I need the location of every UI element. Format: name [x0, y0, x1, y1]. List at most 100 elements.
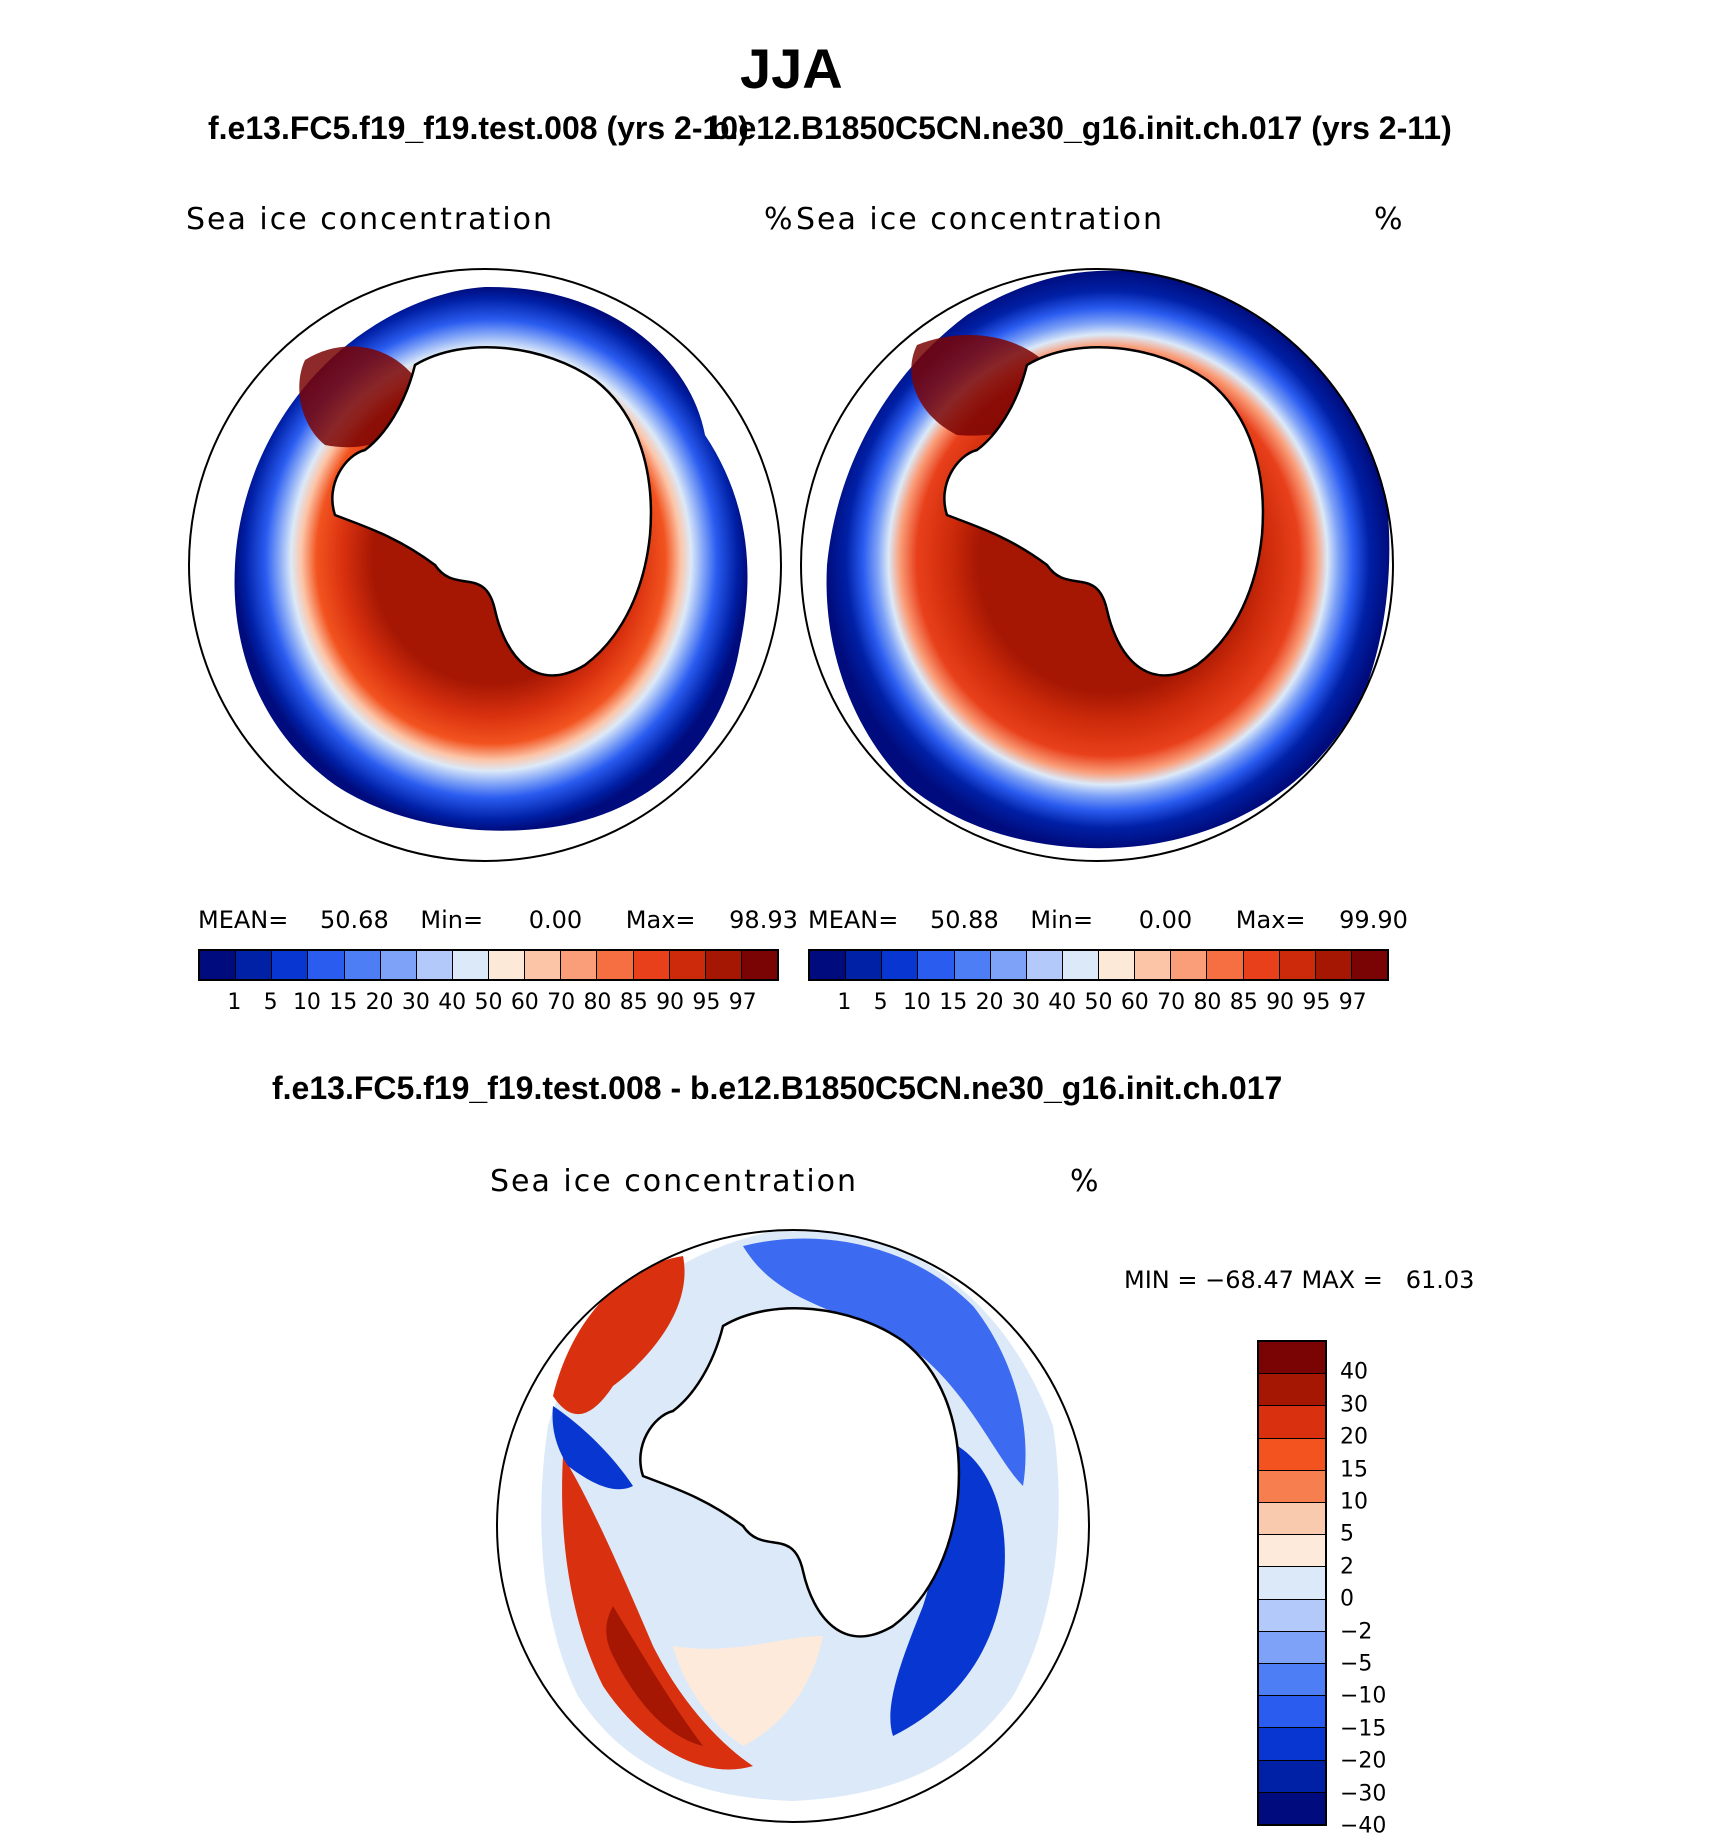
colorbar-swatch [1259, 1470, 1325, 1504]
colorbar-tick-label: 30 [401, 990, 430, 1015]
left-mean-label: MEAN= [198, 906, 289, 934]
colorbar-tick-label: 20 [975, 990, 1004, 1015]
left-max-label: Max= [625, 906, 696, 934]
colorbar-tick-label: 60 [510, 990, 539, 1015]
colorbar-tick-label: 50 [1084, 990, 1113, 1015]
colorbar-tick-label: 10 [1340, 1489, 1368, 1515]
right-subtitle: b.e12.B1850C5CN.ne30_g16.init.ch.017 (yr… [710, 110, 1452, 146]
colorbar-tick-label: −15 [1340, 1716, 1387, 1742]
colorbar-swatch [741, 951, 777, 979]
colorbar-tick-label: 97 [1338, 990, 1367, 1015]
colorbar-swatch [990, 951, 1027, 979]
colorbar-swatch [561, 951, 598, 979]
colorbar-swatch [236, 951, 273, 979]
colorbar-tick-label: 5 [1340, 1521, 1354, 1547]
diff-subtitle: f.e13.FC5.f19_f19.test.008 - b.e12.B1850… [272, 1070, 1283, 1106]
colorbar-tick-label: 30 [1340, 1392, 1368, 1418]
colorbar-tick-label: 15 [939, 990, 968, 1015]
diff-field-label: Sea ice concentration [490, 1164, 859, 1199]
colorbar-swatch [1259, 1438, 1325, 1471]
diff-minmax: MIN = −68.47 MAX = 61.03 [1124, 1266, 1475, 1294]
right-colorbar [808, 949, 1389, 981]
colorbar-tick-label: 1 [837, 990, 852, 1015]
diff-antarctica [639, 1306, 961, 1638]
colorbar-tick-label: 5 [873, 990, 888, 1015]
colorbar-tick-label: 20 [365, 990, 394, 1015]
colorbar-swatch [344, 951, 381, 979]
colorbar-swatch [1259, 1664, 1325, 1697]
right-max-value: 99.90 [1339, 906, 1408, 934]
colorbar-swatch [882, 951, 919, 979]
colorbar-swatch [200, 951, 237, 979]
left-field-label: Sea ice concentration [186, 202, 555, 237]
colorbar-tick-label: 80 [583, 990, 612, 1015]
colorbar-swatch [1099, 951, 1136, 979]
colorbar-tick-label: 60 [1120, 990, 1149, 1015]
colorbar-tick-label: 40 [1048, 990, 1077, 1015]
colorbar-tick-label: 40 [1340, 1359, 1368, 1385]
colorbar-tick-label: 97 [728, 990, 757, 1015]
colorbar-swatch [1279, 951, 1316, 979]
colorbar-tick-label: 85 [1229, 990, 1258, 1015]
colorbar-tick-label: 95 [692, 990, 721, 1015]
colorbar-swatch [489, 951, 526, 979]
left-units-label: % [764, 202, 795, 237]
main-title: JJA [740, 37, 843, 100]
right-mean-label: MEAN= [808, 906, 899, 934]
colorbar-swatch [669, 951, 706, 979]
colorbar-tick-label: 70 [547, 990, 576, 1015]
colorbar-tick-label: 5 [263, 990, 278, 1015]
colorbar-swatch [272, 951, 309, 979]
colorbar-tick-label: −40 [1340, 1813, 1387, 1839]
colorbar-swatch [954, 951, 991, 979]
left-polar-map [188, 268, 782, 862]
left-colorbar [198, 949, 779, 981]
left-max-value: 98.93 [729, 906, 798, 934]
colorbar-tick-label: 70 [1157, 990, 1186, 1015]
colorbar-swatch [1259, 1567, 1325, 1600]
colorbar-swatch [416, 951, 453, 979]
colorbar-swatch [1259, 1760, 1325, 1793]
colorbar-swatch [1259, 1535, 1325, 1568]
colorbar-swatch [918, 951, 955, 979]
colorbar-tick-label: 20 [1340, 1424, 1368, 1450]
colorbar-tick-label: 85 [619, 990, 648, 1015]
colorbar-tick-label: 95 [1302, 990, 1331, 1015]
colorbar-swatch [1259, 1503, 1325, 1536]
colorbar-swatch [1259, 1696, 1325, 1729]
colorbar-swatch [1259, 1374, 1325, 1407]
colorbar-tick-label: 50 [474, 990, 503, 1015]
colorbar-swatch [1259, 1728, 1325, 1761]
colorbar-tick-label: −20 [1340, 1748, 1387, 1774]
colorbar-swatch [810, 951, 847, 979]
colorbar-swatch [308, 951, 345, 979]
colorbar-tick-label: 10 [292, 990, 321, 1015]
right-antarctica [943, 345, 1265, 677]
right-field-label: Sea ice concentration [796, 202, 1165, 237]
colorbar-swatch [1315, 951, 1352, 979]
colorbar-swatch [1243, 951, 1280, 979]
colorbar-swatch [1259, 1599, 1325, 1632]
right-mean-value: 50.88 [930, 906, 999, 934]
colorbar-tick-label: 10 [902, 990, 931, 1015]
colorbar-swatch [1171, 951, 1208, 979]
colorbar-swatch [1026, 951, 1063, 979]
right-max-label: Max= [1235, 906, 1306, 934]
colorbar-tick-label: −2 [1340, 1619, 1373, 1645]
colorbar-tick-label: 90 [656, 990, 685, 1015]
colorbar-tick-label: 15 [329, 990, 358, 1015]
right-min-label: Min= [1030, 906, 1094, 934]
left-antarctica [331, 345, 653, 677]
colorbar-swatch [380, 951, 417, 979]
colorbar-tick-label: 40 [438, 990, 467, 1015]
colorbar-tick-label: −10 [1340, 1683, 1387, 1709]
diff-colorbar [1257, 1340, 1327, 1826]
colorbar-swatch [1259, 1406, 1325, 1439]
colorbar-swatch [705, 951, 742, 979]
right-stats: MEAN= 50.88 Min= 0.00 Max= 99.90 [808, 906, 1408, 934]
colorbar-tick-label: 80 [1193, 990, 1222, 1015]
right-units-label: % [1374, 202, 1405, 237]
colorbar-swatch [1259, 1792, 1325, 1825]
diff-units-label: % [1070, 1164, 1101, 1199]
colorbar-tick-label: −30 [1340, 1781, 1387, 1807]
